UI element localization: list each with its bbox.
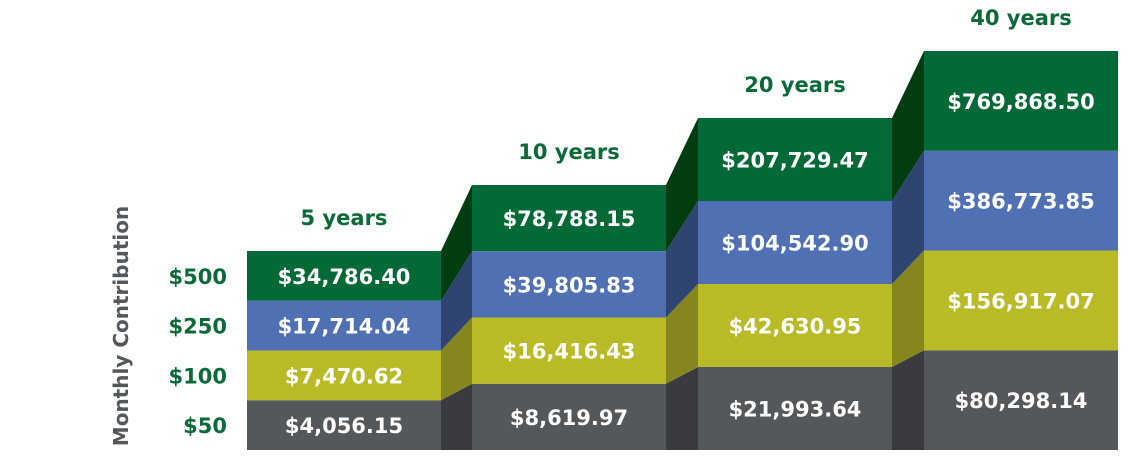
data-label: $21,993.64 (729, 398, 862, 422)
bar-segment (698, 201, 892, 284)
bar-segment (247, 300, 441, 351)
bar-segment (472, 185, 666, 252)
series-label: $250 (169, 315, 227, 339)
bar-side-face (441, 251, 472, 351)
bar-segment (698, 118, 892, 201)
data-label: $39,805.83 (503, 273, 636, 297)
bar-segment (698, 284, 892, 367)
bar-segment (924, 350, 1118, 450)
bar-side-face (892, 250, 924, 367)
bar-segment (924, 250, 1118, 351)
series-label: $100 (169, 364, 227, 388)
bar-segment (472, 383, 666, 450)
bar-side-face (666, 201, 698, 318)
category-label: 10 years (518, 140, 620, 164)
bar-side-face (892, 350, 924, 450)
data-label: $34,786.40 (278, 265, 411, 289)
bar-segment (472, 251, 666, 318)
bar-side-face (441, 383, 472, 450)
y-axis-label: Monthly Contribution (109, 206, 133, 446)
data-label: $386,773.85 (947, 190, 1094, 214)
bar-segment (247, 350, 441, 401)
bar-side-face (666, 118, 698, 252)
data-label: $8,619.97 (510, 406, 628, 430)
bar-side-face (441, 185, 472, 301)
data-label: $769,868.50 (947, 90, 1094, 114)
bar-segment (924, 150, 1118, 251)
bar-segment (247, 400, 441, 450)
data-label: $156,917.07 (947, 289, 1094, 313)
bar-segment (472, 317, 666, 384)
data-label: $7,470.62 (285, 364, 403, 388)
series-label: $50 (183, 414, 227, 438)
data-label: $17,714.04 (278, 315, 411, 339)
data-label: $80,298.14 (955, 389, 1088, 413)
bar-segment (698, 367, 892, 450)
data-label: $207,729.47 (721, 149, 868, 173)
data-label: $16,416.43 (503, 340, 636, 364)
series-label: $500 (169, 265, 227, 289)
data-label: $104,542.90 (721, 232, 868, 256)
data-label: $78,788.15 (503, 207, 636, 231)
bar-segment (924, 51, 1118, 151)
category-label: 40 years (970, 6, 1072, 30)
data-label: $42,630.95 (729, 315, 862, 339)
category-label: 20 years (744, 73, 846, 97)
bar-segment (247, 251, 441, 301)
bar-side-face (666, 284, 698, 384)
category-label: 5 years (301, 206, 388, 230)
bar-side-face (666, 367, 698, 450)
bar-side-face (441, 317, 472, 401)
bar-side-face (892, 150, 924, 284)
data-label: $4,056.15 (285, 414, 403, 438)
bar-side-face (892, 51, 924, 201)
